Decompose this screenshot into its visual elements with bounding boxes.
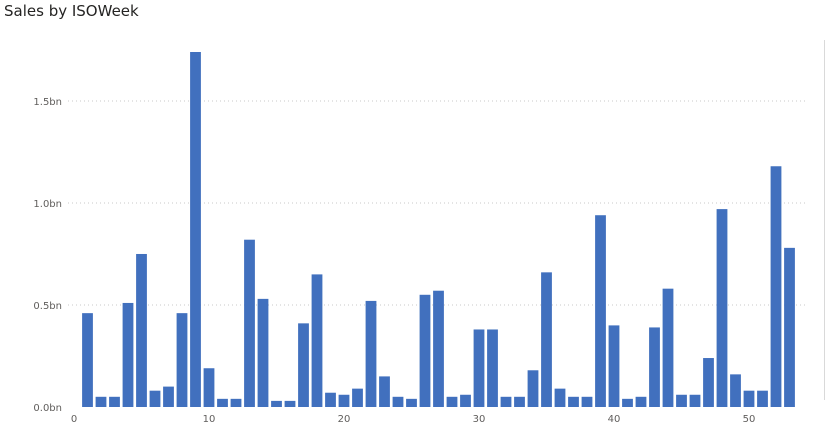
bar-week-32[interactable] bbox=[500, 396, 512, 407]
bar-week-44[interactable] bbox=[662, 288, 674, 407]
bar-week-8[interactable] bbox=[176, 313, 188, 407]
chart-title: Sales by ISOWeek bbox=[4, 2, 139, 20]
bar-week-27[interactable] bbox=[433, 290, 444, 407]
bar-week-7[interactable] bbox=[163, 386, 174, 407]
bar-week-51[interactable] bbox=[757, 390, 768, 407]
bar-week-52[interactable] bbox=[770, 166, 782, 407]
x-tick-label: 50 bbox=[743, 414, 756, 425]
bar-week-25[interactable] bbox=[406, 398, 417, 407]
bar-week-45[interactable] bbox=[676, 394, 687, 407]
bar-week-39[interactable] bbox=[595, 215, 606, 407]
bar-week-1[interactable] bbox=[82, 313, 93, 407]
bar-week-3[interactable] bbox=[109, 396, 120, 407]
bar-week-43[interactable] bbox=[649, 327, 660, 407]
bar-week-9[interactable] bbox=[190, 52, 201, 407]
bar-week-26[interactable] bbox=[419, 294, 431, 407]
bar-week-40[interactable] bbox=[608, 325, 620, 407]
y-tick-label: 0.5bn bbox=[33, 301, 62, 312]
bar-week-23[interactable] bbox=[379, 376, 390, 407]
bar-week-33[interactable] bbox=[514, 396, 525, 407]
bar-week-28[interactable] bbox=[446, 396, 458, 407]
bar-week-41[interactable] bbox=[622, 398, 633, 407]
bar-week-29[interactable] bbox=[460, 394, 471, 407]
y-tick-label: 0.0bn bbox=[33, 403, 62, 414]
bar-week-5[interactable] bbox=[136, 253, 147, 407]
bar-week-4[interactable] bbox=[122, 302, 134, 407]
x-tick-label: 30 bbox=[473, 414, 486, 425]
bar-week-19[interactable] bbox=[325, 392, 336, 407]
bar-week-31[interactable] bbox=[487, 329, 498, 407]
x-tick-label: 0 bbox=[71, 414, 77, 425]
y-tick-label: 1.5bn bbox=[33, 97, 62, 108]
x-tick-label: 40 bbox=[608, 414, 621, 425]
bar-week-16[interactable] bbox=[284, 400, 296, 407]
bar-week-14[interactable] bbox=[257, 298, 269, 407]
bar-week-13[interactable] bbox=[244, 239, 255, 407]
bar-week-11[interactable] bbox=[217, 398, 228, 407]
bar-week-2[interactable] bbox=[95, 396, 107, 407]
bar-week-30[interactable] bbox=[473, 329, 485, 407]
x-tick-label: 20 bbox=[338, 414, 351, 425]
bar-week-17[interactable] bbox=[298, 323, 309, 407]
bar-week-50[interactable] bbox=[743, 390, 755, 407]
bar-week-38[interactable] bbox=[581, 396, 593, 407]
bar-week-35[interactable] bbox=[541, 272, 552, 407]
bar-week-53[interactable] bbox=[784, 247, 795, 407]
bar-week-49[interactable] bbox=[730, 374, 741, 407]
bar-week-12[interactable] bbox=[230, 398, 242, 407]
bar-week-46[interactable] bbox=[689, 394, 701, 407]
bar-week-18[interactable] bbox=[311, 274, 323, 407]
y-tick-label: 1.0bn bbox=[33, 199, 62, 210]
bar-week-20[interactable] bbox=[338, 394, 350, 407]
bar-week-10[interactable] bbox=[203, 368, 215, 407]
bar-week-15[interactable] bbox=[271, 400, 282, 407]
bar-week-37[interactable] bbox=[568, 396, 579, 407]
bar-week-36[interactable] bbox=[554, 388, 566, 407]
x-tick-label: 10 bbox=[203, 414, 216, 425]
bar-week-48[interactable] bbox=[716, 209, 728, 407]
bar-week-47[interactable] bbox=[703, 358, 714, 407]
bar-week-22[interactable] bbox=[365, 300, 377, 407]
bar-week-24[interactable] bbox=[392, 396, 404, 407]
bar-week-34[interactable] bbox=[527, 370, 539, 407]
bar-week-6[interactable] bbox=[149, 390, 161, 407]
bar-week-42[interactable] bbox=[635, 396, 647, 407]
bar-week-21[interactable] bbox=[352, 388, 363, 407]
